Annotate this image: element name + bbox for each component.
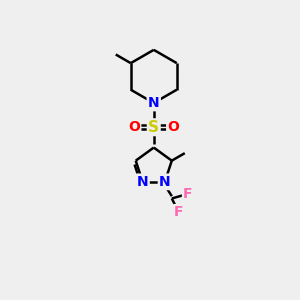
Text: F: F — [174, 205, 184, 219]
Text: O: O — [128, 120, 140, 134]
Text: O: O — [167, 120, 179, 134]
Text: N: N — [159, 175, 171, 189]
Text: N: N — [148, 96, 160, 110]
Text: F: F — [183, 187, 193, 201]
Text: S: S — [148, 120, 159, 135]
Text: N: N — [137, 175, 148, 189]
